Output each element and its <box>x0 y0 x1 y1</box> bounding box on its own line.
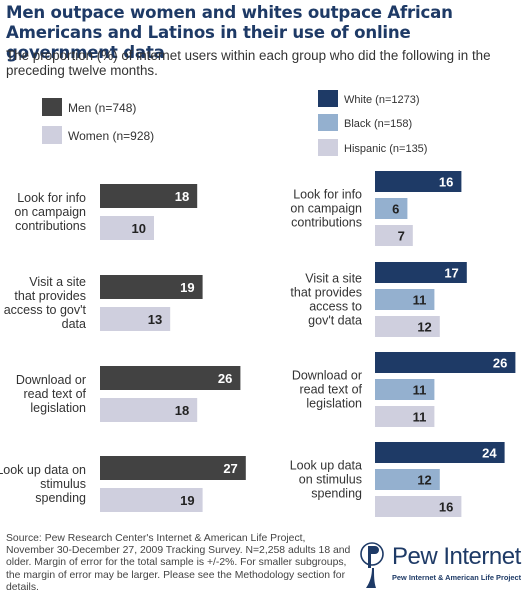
category-label: contributions <box>291 216 362 230</box>
bar <box>100 488 203 512</box>
data-label: 19 <box>180 493 194 508</box>
data-label: 6 <box>392 202 399 217</box>
chart-subtitle: The proportion (%) of internet users wit… <box>6 48 491 78</box>
category-label: Download or <box>292 369 362 383</box>
legend-label: Men (n=748) <box>68 101 136 115</box>
category-label: access to gov't <box>4 303 87 317</box>
data-label: 12 <box>417 320 431 335</box>
chart-title: Men outpace women and whites outpace Afr… <box>6 3 453 62</box>
category-label: on campaign <box>290 202 362 216</box>
bar <box>100 184 198 208</box>
bar <box>375 406 435 427</box>
data-label: 16 <box>439 500 453 515</box>
data-label: 7 <box>398 229 405 244</box>
bar <box>100 275 203 299</box>
pew-internet-logo: Pew Internet Pew Internet & American Lif… <box>360 540 525 592</box>
bar <box>375 262 467 283</box>
data-label: 11 <box>413 410 427 425</box>
legend-label: Black (n=158) <box>344 118 412 130</box>
bar <box>375 442 505 463</box>
data-label: 11 <box>413 383 427 398</box>
category-label: that provides <box>14 289 86 303</box>
category-label: spending <box>35 491 86 505</box>
legend-label: Women (n=928) <box>68 129 154 143</box>
category-label: Visit a site <box>305 272 362 286</box>
data-label: 24 <box>482 446 497 461</box>
legend-swatch <box>318 139 338 156</box>
data-label: 27 <box>223 461 237 476</box>
category-label: access to <box>309 300 362 314</box>
bar <box>100 216 154 240</box>
data-label: 19 <box>180 280 194 295</box>
category-label: that provides <box>290 286 362 300</box>
data-label: 10 <box>132 221 146 236</box>
category-label: legislation <box>306 397 362 411</box>
legend-label: Hispanic (n=135) <box>344 143 427 155</box>
category-label: on campaign <box>14 205 86 219</box>
logo-wordmark: Pew Internet <box>392 543 521 570</box>
category-label: Look up data on <box>0 463 86 477</box>
data-label: 18 <box>175 189 189 204</box>
bar <box>375 225 413 246</box>
category-label: on stimulus <box>299 473 362 487</box>
category-label: spending <box>311 487 362 501</box>
bar <box>100 456 246 480</box>
legend-swatch <box>318 114 338 131</box>
data-label: 18 <box>175 403 189 418</box>
source-note: Source: Pew Research Center's Internet &… <box>6 533 351 593</box>
bar <box>100 366 241 390</box>
category-label: Look up data <box>290 459 362 473</box>
bar <box>100 307 171 331</box>
legend-swatch <box>42 126 62 144</box>
data-label: 26 <box>218 371 232 386</box>
category-label: contributions <box>15 219 86 233</box>
category-label: Download or <box>16 373 86 387</box>
bar <box>375 379 435 400</box>
data-label: 12 <box>417 473 431 488</box>
data-label: 11 <box>413 293 427 308</box>
category-label: data <box>62 317 86 331</box>
data-label: 13 <box>148 312 162 327</box>
bar <box>375 198 408 219</box>
pew-figure-icon <box>360 542 384 588</box>
bar <box>375 352 516 373</box>
logo-subtitle: Pew Internet & American Life Project <box>392 573 522 582</box>
bar <box>375 171 462 192</box>
data-label: 17 <box>444 266 458 281</box>
bar <box>375 496 462 517</box>
category-label: legislation <box>30 401 86 415</box>
category-label: read text of <box>23 387 86 401</box>
legend-swatch <box>318 90 338 107</box>
data-label: 26 <box>493 356 507 371</box>
legend-label: White (n=1273) <box>344 94 420 106</box>
category-label: read text of <box>299 383 362 397</box>
bar <box>375 469 440 490</box>
category-label: stimulus <box>40 477 86 491</box>
bar <box>375 289 435 310</box>
category-label: Look for info <box>17 191 86 205</box>
bar <box>100 398 198 422</box>
category-label: Visit a site <box>29 275 86 289</box>
category-label: gov't data <box>308 314 362 328</box>
legend-swatch <box>42 98 62 116</box>
category-label: Look for info <box>293 188 362 202</box>
bar <box>375 316 440 337</box>
data-label: 16 <box>439 175 453 190</box>
